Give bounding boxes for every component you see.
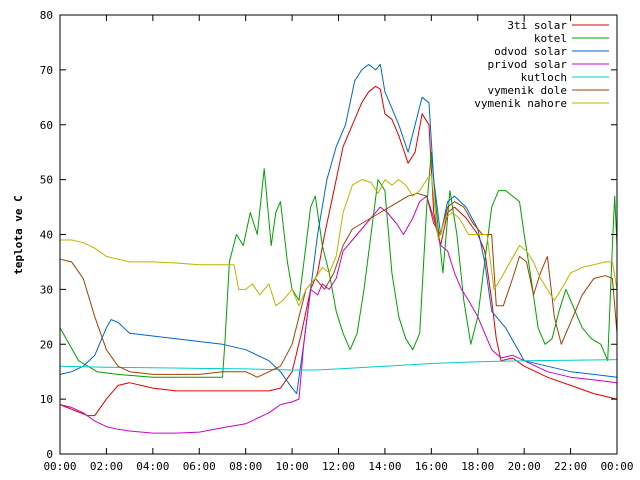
x-tick-label: 16:00 bbox=[415, 460, 448, 473]
legend-label: vymenik nahore bbox=[474, 97, 567, 110]
legend-entry-4: kutloch bbox=[521, 71, 609, 84]
x-tick-label: 00:00 bbox=[600, 460, 633, 473]
x-tick-label: 12:00 bbox=[322, 460, 355, 473]
legend-label: vymenik dole bbox=[488, 84, 567, 97]
y-tick-label: 70 bbox=[40, 64, 53, 77]
x-tick-label: 18:00 bbox=[461, 460, 494, 473]
series-layer bbox=[59, 63, 618, 434]
y-axis-label: teplota ve C bbox=[12, 195, 25, 274]
x-tick-label: 10:00 bbox=[276, 460, 309, 473]
legend-entry-5: vymenik dole bbox=[488, 84, 609, 97]
series-line-1 bbox=[59, 151, 618, 378]
legend-entry-3: privod solar bbox=[488, 58, 609, 71]
series-line-4 bbox=[59, 359, 618, 371]
y-tick-label: 20 bbox=[40, 338, 53, 351]
series-line-5 bbox=[59, 192, 618, 378]
series-line-6 bbox=[60, 173, 618, 307]
x-tick-label: 08:00 bbox=[229, 460, 262, 473]
legend-label: 3ti solar bbox=[507, 19, 567, 32]
x-tick-label: 14:00 bbox=[368, 460, 401, 473]
legend-label: kutloch bbox=[521, 71, 567, 84]
series-line-3 bbox=[59, 195, 618, 434]
y-tick-label: 10 bbox=[40, 393, 53, 406]
y-tick-label: 80 bbox=[40, 9, 53, 22]
y-tick-label: 0 bbox=[46, 448, 53, 461]
y-tick-label: 50 bbox=[40, 174, 53, 187]
legend-entry-1: kotel bbox=[534, 32, 609, 45]
legend-label: kotel bbox=[534, 32, 567, 45]
x-tick-label: 20:00 bbox=[508, 460, 541, 473]
x-tick-label: 00:00 bbox=[43, 460, 76, 473]
y-tick-label: 60 bbox=[40, 119, 53, 132]
legend-label: privod solar bbox=[488, 58, 568, 71]
x-tick-label: 06:00 bbox=[183, 460, 216, 473]
x-tick-label: 22:00 bbox=[554, 460, 587, 473]
legend-entry-0: 3ti solar bbox=[507, 19, 609, 32]
x-tick-label: 02:00 bbox=[90, 460, 123, 473]
series-line-2 bbox=[59, 63, 618, 395]
legend-label: odvod solar bbox=[494, 45, 567, 58]
x-axis: 00:00 02:00 04:00 06:00 08:00 10:00 12:00 14:00… bbox=[43, 15, 634, 473]
legend-entry-2: odvod solar bbox=[494, 45, 609, 58]
series-line-0 bbox=[59, 85, 618, 417]
y-tick-label: 30 bbox=[40, 283, 53, 296]
x-tick-label: 04:00 bbox=[136, 460, 169, 473]
y-tick-label: 40 bbox=[40, 229, 53, 242]
y-axis: 0 10 20 30 40 50 60 70 80 bbox=[40, 9, 617, 461]
legend-entry-6: vymenik nahore bbox=[474, 97, 609, 110]
